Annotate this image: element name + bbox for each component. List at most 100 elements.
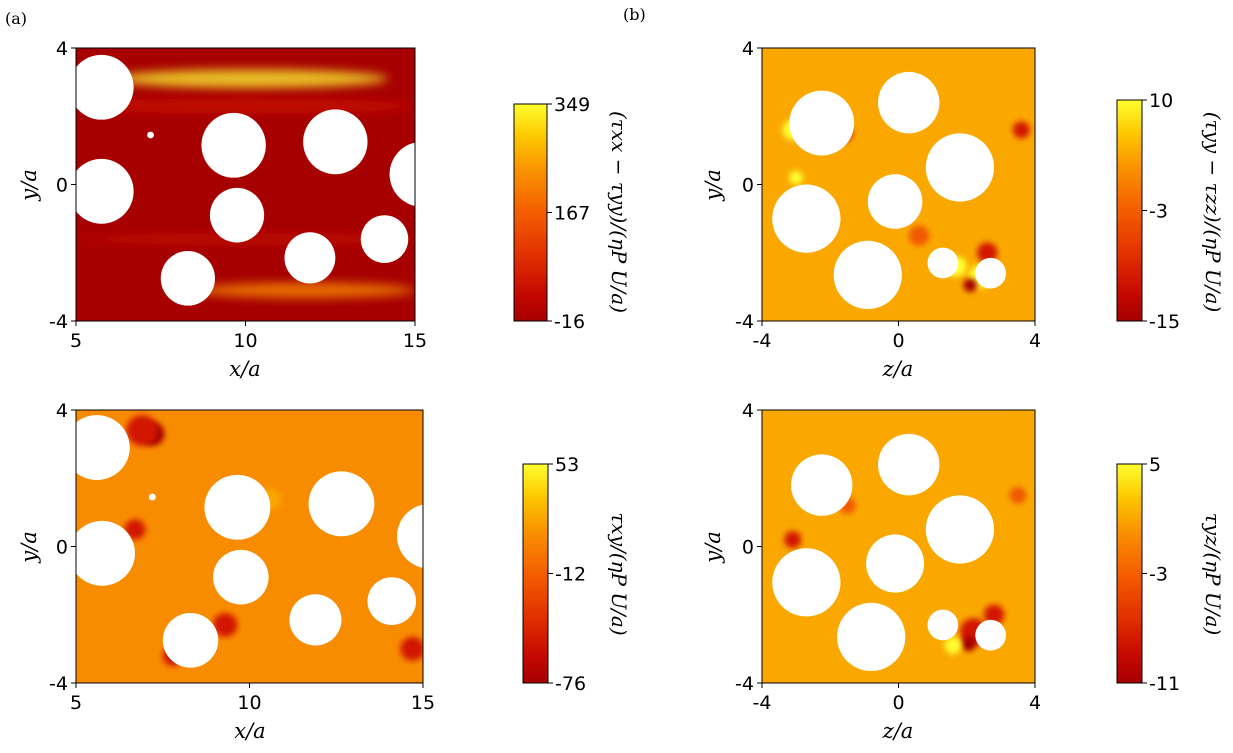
- obstacle-circle: [396, 504, 423, 568]
- colorbar-label: τyz/(ηP U/a): [1201, 513, 1225, 636]
- stress-spot: [960, 636, 976, 652]
- x-ticks: -4 0 4: [753, 321, 1041, 352]
- y-tick-label: 4: [56, 38, 68, 60]
- stress-spot: [789, 170, 803, 185]
- colorbar-tick-label: -11: [1149, 673, 1180, 695]
- stress-spot: [983, 604, 1005, 625]
- colorbar: 5 -3 -11 τyz/(ηP U/a): [1116, 454, 1225, 695]
- colorbar-ticks: 10 -3 -15: [1142, 90, 1180, 333]
- y-tick-label: 4: [742, 400, 754, 422]
- obstacle-circle: [367, 577, 417, 625]
- colorbar: 10 -3 -15 (τyy − τzz)/(ηP U/a): [1116, 90, 1225, 333]
- obstacle-circle: [162, 613, 219, 668]
- y-tick-label: 0: [742, 537, 754, 559]
- y-tick-label: -4: [49, 311, 68, 333]
- stress-band: [194, 282, 415, 298]
- y-axis-label: y/a: [17, 169, 41, 201]
- colorbar-label: τxy/(ηP U/a): [607, 512, 631, 635]
- obstacles: [772, 433, 1006, 672]
- x-axis-label: x/a: [234, 719, 265, 743]
- colorbar: 349 167 -16 (τxx − τyy)/(ηP U/a): [513, 94, 631, 333]
- obstacle-circle: [975, 257, 1006, 289]
- obstacle-circle: [160, 251, 215, 306]
- x-ticks: -4 0 4: [753, 683, 1041, 714]
- obstacle-circle: [867, 174, 923, 229]
- obstacles: [76, 415, 423, 668]
- obstacle-circle: [204, 474, 271, 540]
- obstacle-circle: [201, 112, 266, 178]
- colorbar-ticks: 53 -12 -76: [548, 454, 586, 695]
- y-tick-label: 0: [56, 175, 68, 197]
- stress-bands: [76, 69, 415, 298]
- colorbar-tick-label: -76: [555, 673, 586, 695]
- stress-spot: [963, 278, 977, 292]
- y-tick-label: 0: [742, 175, 754, 197]
- obstacle-circle: [360, 215, 409, 263]
- colorbar-tick-label: -12: [555, 564, 586, 586]
- x-tick-label: 5: [70, 692, 82, 714]
- y-tick-label: 4: [56, 400, 68, 422]
- panel-tyz: -4 0 4 -4 0 4 z/a y/a 5 -3 -11 τyz/(ηP U/a): [701, 400, 1225, 743]
- obstacle-circle: [833, 240, 902, 310]
- obstacle-circle: [925, 495, 995, 564]
- obstacle-circle: [213, 549, 269, 605]
- obstacle-circle: [209, 187, 265, 243]
- colorbar-ticks: 349 167 -16: [547, 94, 590, 333]
- y-axis-label: y/a: [701, 169, 725, 201]
- colorbar-tick-label: 53: [555, 454, 579, 476]
- x-tick-label: 10: [237, 692, 261, 714]
- obstacle-circle: [148, 493, 156, 501]
- x-ticks: 5 10 15: [70, 683, 435, 714]
- obstacle-circle: [789, 90, 855, 156]
- x-tick-label: 4: [1029, 692, 1041, 714]
- obstacle-circle: [389, 142, 415, 206]
- y-ticks: -4 0 4: [49, 38, 76, 333]
- colorbar-tick-label: -16: [554, 311, 585, 333]
- x-tick-label: 0: [892, 692, 904, 714]
- colorbar-tick-label: -15: [1149, 311, 1180, 333]
- y-tick-label: -4: [735, 311, 754, 333]
- panel-label-a: (a): [5, 9, 27, 28]
- colorbar-gradient: [1116, 99, 1143, 322]
- panel-label-b: (b): [623, 5, 646, 24]
- x-tick-label: 15: [411, 692, 435, 714]
- y-ticks: -4 0 4: [49, 400, 76, 695]
- stress-spot: [944, 636, 962, 654]
- stress-spot: [976, 242, 998, 263]
- obstacle-circle: [284, 232, 336, 284]
- stress-spot: [908, 225, 930, 246]
- stress-spot: [1012, 121, 1030, 139]
- x-tick-label: -4: [753, 692, 772, 714]
- contour-field: [76, 48, 415, 321]
- obstacle-circle: [303, 109, 368, 175]
- stress-spot: [126, 415, 158, 446]
- obstacles: [772, 71, 1006, 310]
- obstacle-circle: [772, 548, 841, 617]
- obstacle-circle: [927, 609, 959, 641]
- x-tick-label: 10: [233, 330, 257, 352]
- x-axis-label: z/a: [882, 719, 914, 743]
- contour-field: [762, 48, 1035, 321]
- obstacle-circle: [925, 133, 995, 202]
- x-tick-label: -4: [753, 330, 772, 352]
- stress-band: [113, 69, 388, 89]
- obstacle-circle: [308, 471, 375, 537]
- x-tick-label: 0: [892, 330, 904, 352]
- stress-spot: [784, 531, 802, 549]
- panel-txy: -4 0 4 5 10 15 x/a y/a 53 -12 -76 τxy/(ηP U/a): [17, 400, 631, 743]
- obstacle-circle: [866, 534, 925, 593]
- colorbar-tick-label: 167: [554, 203, 590, 225]
- y-axis-label: y/a: [17, 531, 41, 563]
- colorbar: 53 -12 -76 τxy/(ηP U/a): [522, 454, 631, 695]
- colorbar-tick-label: -3: [1149, 201, 1168, 223]
- contour-field: [76, 410, 423, 683]
- x-tick-label: 4: [1029, 330, 1041, 352]
- colorbar-label: (τxx − τyy)/(ηP U/a): [607, 111, 631, 313]
- stress-spot: [124, 519, 146, 540]
- obstacle-circle: [927, 247, 959, 279]
- colorbar-gradient: [522, 463, 549, 684]
- stress-spot: [213, 613, 238, 637]
- x-axis-label: x/a: [229, 357, 260, 381]
- y-tick-label: 0: [56, 537, 68, 559]
